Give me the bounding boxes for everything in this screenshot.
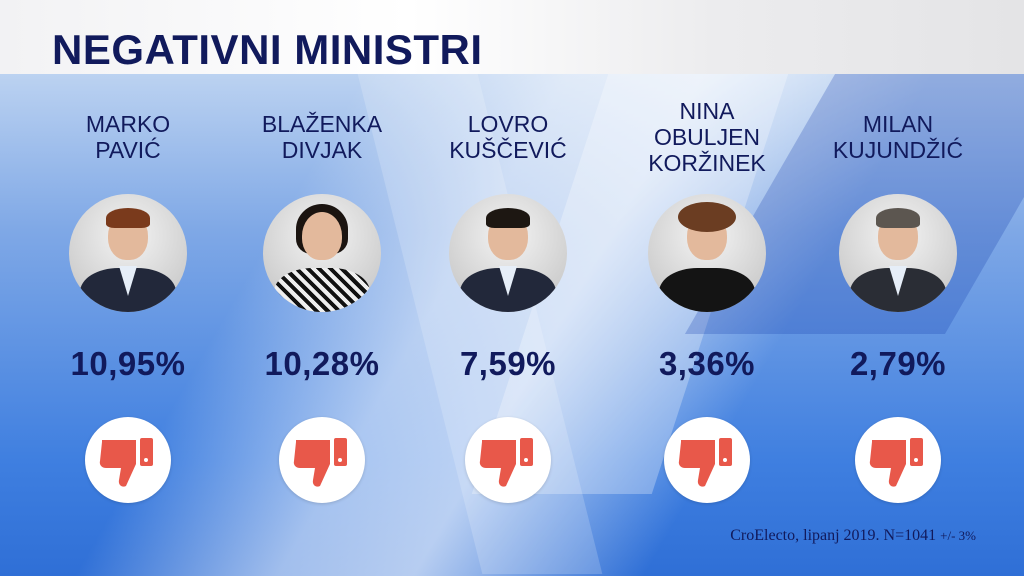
negative-percent: 7,59% (459, 345, 557, 382)
name-line: OBULJEN (653, 124, 761, 150)
minister-name: NINA OBULJEN KORŽINEK (612, 92, 802, 182)
minister-name: MILAN KUJUNDŽIĆ (803, 92, 993, 182)
minister-name: LOVRO KUŠČEVIĆ (413, 92, 603, 182)
negative-percent: 10,95% (70, 345, 186, 382)
minister-photo (69, 194, 187, 312)
source-text: CroElecto, lipanj 2019. N=1041 (730, 527, 937, 544)
name-line: LOVRO (467, 111, 549, 137)
minister-name: BLAŽENKA DIVJAK (227, 92, 417, 182)
thumbs-down-icon (293, 438, 347, 487)
page-title: NEGATIVNI MINISTRI (52, 26, 483, 73)
name-line: KUŠČEVIĆ (449, 137, 567, 163)
margin-of-error: +/- 3% (940, 528, 976, 543)
name-line: MILAN (862, 111, 934, 137)
thumbs-down-icon (479, 438, 533, 487)
name-line: KUJUNDŽIĆ (832, 137, 964, 163)
negative-percent: 2,79% (849, 345, 947, 382)
thumbs-down-icon (678, 438, 732, 487)
thumbs-down-icon (99, 438, 153, 487)
minister-card: BLAŽENKA DIVJAK 10,28% (227, 92, 417, 503)
minister-photo (449, 194, 567, 312)
name-line: BLAŽENKA (261, 111, 383, 137)
minister-photo (263, 194, 381, 312)
minister-card: MILAN KUJUNDŽIĆ 2,79% (803, 92, 993, 503)
name-line: NINA (679, 98, 735, 124)
thumbs-down-badge (465, 417, 551, 503)
minister-card: LOVRO KUŠČEVIĆ 7,59% (413, 92, 603, 503)
name-line: KORŽINEK (648, 150, 766, 176)
name-line: DIVJAK (281, 137, 363, 163)
minister-photo (648, 194, 766, 312)
negative-percent: 3,36% (658, 345, 756, 382)
thumbs-down-icon (869, 438, 923, 487)
minister-name: MARKO PAVIĆ (33, 92, 223, 182)
title-band (0, 0, 1024, 74)
name-line: PAVIĆ (95, 137, 161, 163)
name-line: MARKO (85, 111, 171, 137)
source-note: CroElecto, lipanj 2019. N=1041 +/- 3% (730, 527, 976, 545)
minister-card: NINA OBULJEN KORŽINEK 3,36% (612, 92, 802, 503)
thumbs-down-badge (664, 417, 750, 503)
thumbs-down-badge (855, 417, 941, 503)
negative-percent: 10,28% (264, 345, 380, 382)
minister-photo (839, 194, 957, 312)
thumbs-down-badge (279, 417, 365, 503)
thumbs-down-badge (85, 417, 171, 503)
minister-card: MARKO PAVIĆ 10,95% (33, 92, 223, 503)
